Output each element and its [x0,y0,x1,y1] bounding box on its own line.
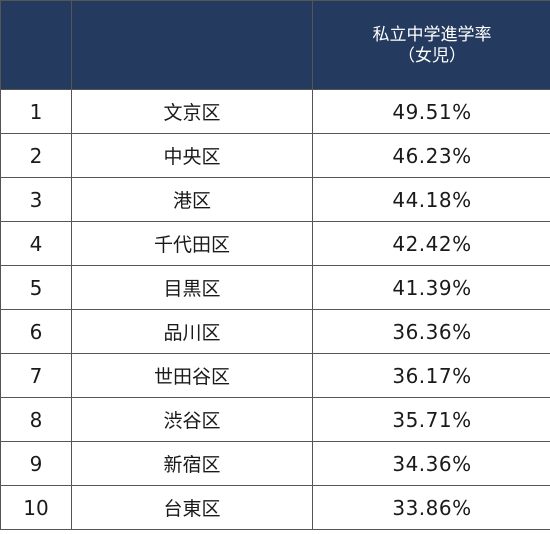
rate-cell: 36.36% [312,309,550,354]
rank-cell: 8 [0,397,72,442]
rank-cell: 7 [0,353,72,398]
header-rate-title: 私立中学進学率 [372,25,492,45]
table-row: 1 文京区 49.51% [0,89,550,134]
header-rate-subtitle: （女児） [398,46,466,66]
header-row: 私立中学進学率 （女児） [0,0,550,90]
rate-cell: 36.17% [312,353,550,398]
rank-cell: 9 [0,441,72,486]
ward-cell: 港区 [71,177,313,222]
ward-cell: 新宿区 [71,441,313,486]
rank-cell: 6 [0,309,72,354]
rate-cell: 34.36% [312,441,550,486]
ward-cell: 渋谷区 [71,397,313,442]
table-row: 3 港区 44.18% [0,177,550,222]
header-rank [0,0,72,90]
ward-cell: 中央区 [71,133,313,178]
table-row: 10 台東区 33.86% [0,485,550,530]
rate-cell: 41.39% [312,265,550,310]
rate-cell: 35.71% [312,397,550,442]
rank-cell: 4 [0,221,72,266]
rank-cell: 2 [0,133,72,178]
rate-cell: 44.18% [312,177,550,222]
rank-cell: 3 [0,177,72,222]
header-rate: 私立中学進学率 （女児） [312,0,550,90]
table-row: 7 世田谷区 36.17% [0,353,550,398]
rate-cell: 49.51% [312,89,550,134]
table-row: 6 品川区 36.36% [0,309,550,354]
table-row: 4 千代田区 42.42% [0,221,550,266]
ward-cell: 世田谷区 [71,353,313,398]
ward-cell: 品川区 [71,309,313,354]
table-body: 1 文京区 49.51% 2 中央区 46.23% 3 港区 44.18% 4 … [0,89,550,530]
rate-cell: 33.86% [312,485,550,530]
ward-cell: 目黒区 [71,265,313,310]
rank-cell: 10 [0,485,72,530]
ward-cell: 台東区 [71,485,313,530]
table-row: 9 新宿区 34.36% [0,441,550,486]
rank-cell: 1 [0,89,72,134]
rate-cell: 42.42% [312,221,550,266]
table-header: 私立中学進学率 （女児） [0,0,550,90]
table-row: 8 渋谷区 35.71% [0,397,550,442]
ward-cell: 文京区 [71,89,313,134]
header-ward [71,0,313,90]
table-row: 5 目黒区 41.39% [0,265,550,310]
rate-cell: 46.23% [312,133,550,178]
ward-cell: 千代田区 [71,221,313,266]
table-row: 2 中央区 46.23% [0,133,550,178]
rank-cell: 5 [0,265,72,310]
